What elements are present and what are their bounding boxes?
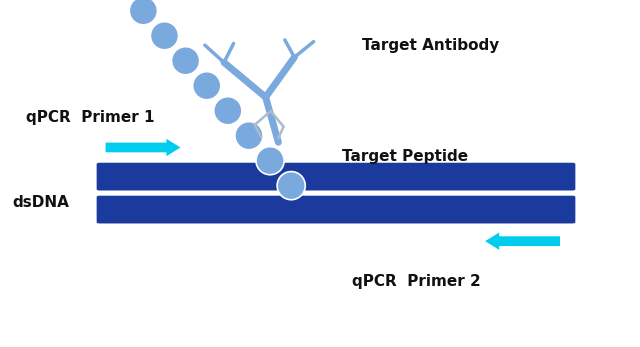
Ellipse shape — [129, 0, 157, 25]
FancyBboxPatch shape — [97, 163, 575, 191]
Ellipse shape — [172, 46, 200, 75]
Ellipse shape — [256, 146, 284, 175]
Text: Target Peptide: Target Peptide — [342, 149, 468, 164]
Text: dsDNA: dsDNA — [13, 195, 70, 211]
Text: qPCR  Primer 1: qPCR Primer 1 — [26, 110, 154, 126]
Ellipse shape — [214, 96, 242, 125]
Text: qPCR  Primer 2: qPCR Primer 2 — [352, 273, 481, 289]
FancyArrow shape — [485, 232, 560, 250]
Text: Target Antibody: Target Antibody — [362, 37, 499, 53]
Ellipse shape — [193, 71, 221, 100]
Ellipse shape — [150, 22, 179, 50]
Ellipse shape — [235, 121, 263, 150]
FancyArrow shape — [106, 139, 180, 156]
Ellipse shape — [277, 171, 305, 200]
FancyBboxPatch shape — [97, 196, 575, 223]
